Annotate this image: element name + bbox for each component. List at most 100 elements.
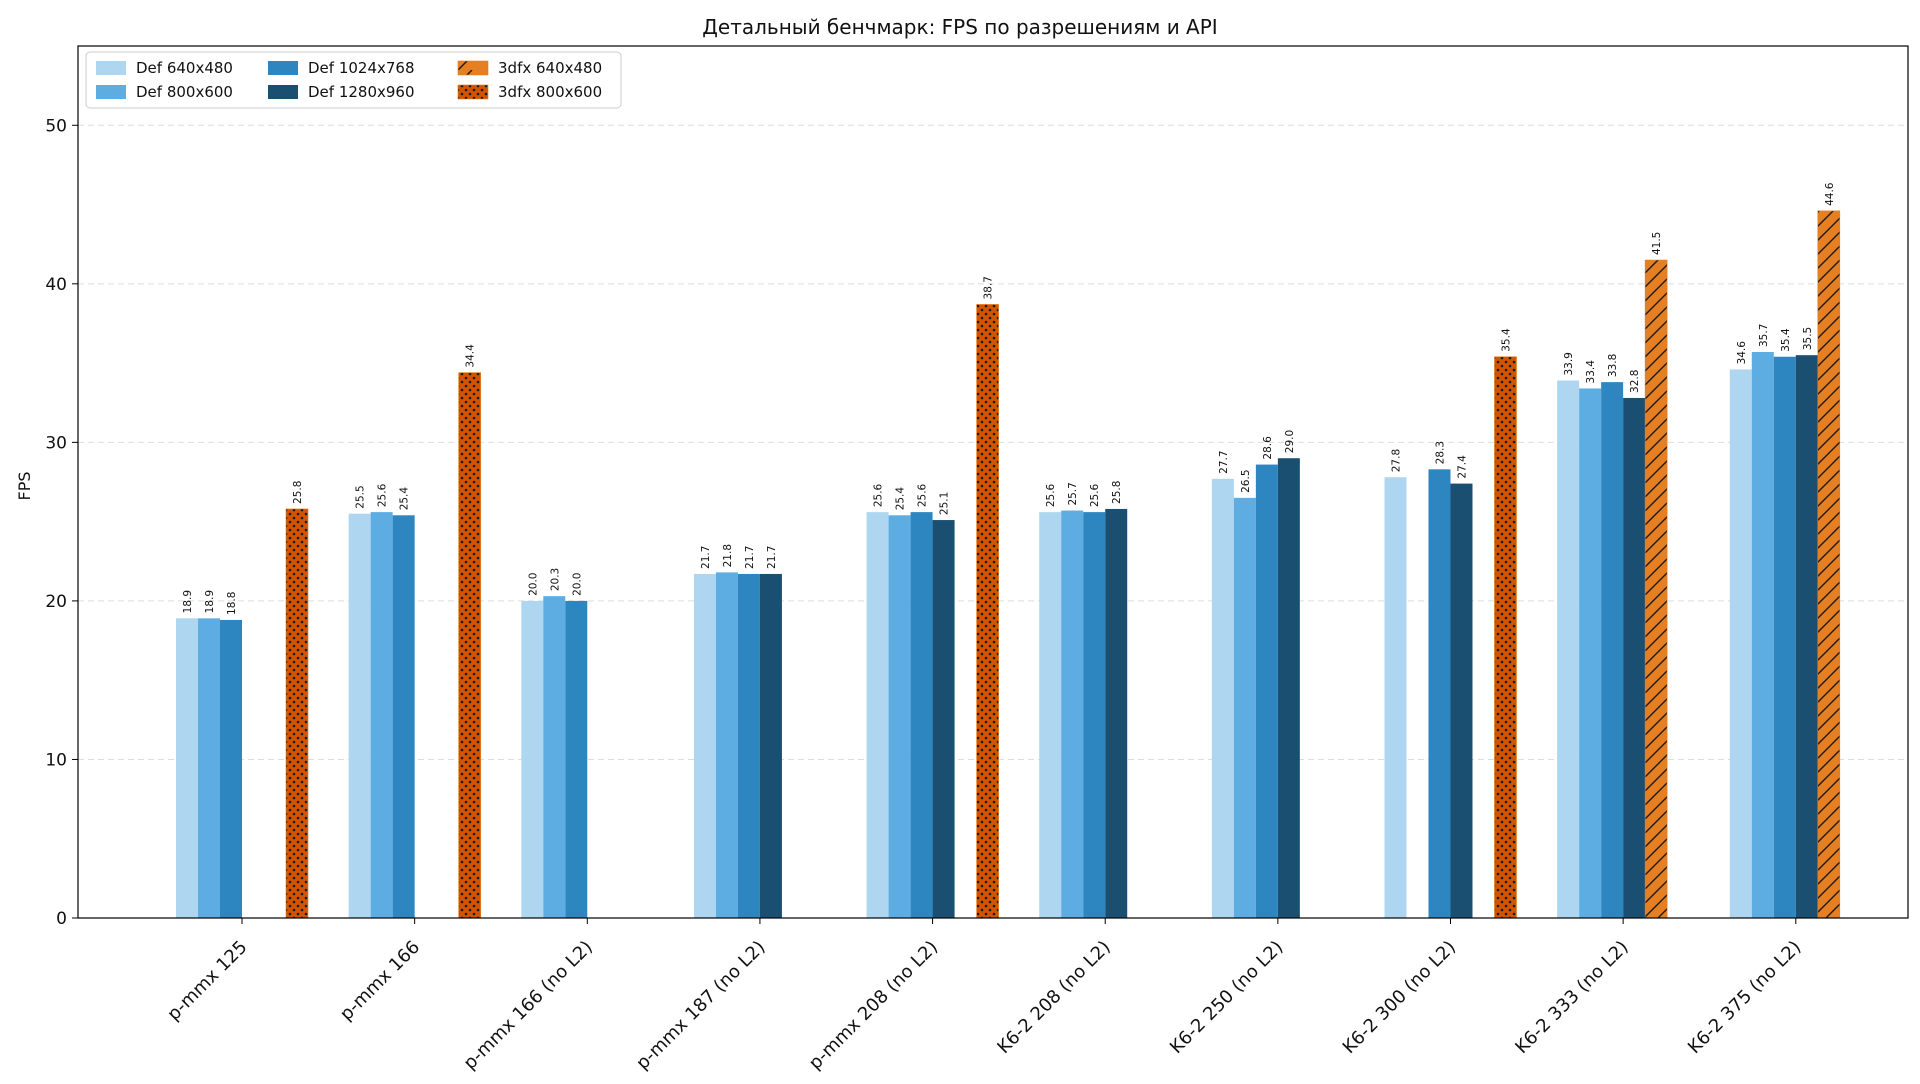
x-tick-label: K6-2 208 (no L2) [993, 937, 1114, 1058]
x-tick-label: K6-2 300 (no L2) [1339, 937, 1460, 1058]
data-label: 20.0 [527, 573, 539, 596]
data-label: 25.1 [939, 492, 951, 515]
legend-swatch [96, 85, 126, 99]
bar [392, 515, 415, 918]
bar [1644, 259, 1668, 919]
bar [1773, 356, 1796, 918]
bar [1579, 388, 1602, 918]
legend: Def 640x480 Def 800x600 Def 1024x768 Def 12… [85, 51, 622, 109]
legend-label: Def 640x480 [136, 59, 233, 77]
data-label: 35.4 [1780, 328, 1792, 352]
data-label: 26.5 [1240, 469, 1252, 492]
chart-title: Детальный бенчмарк: FPS по разрешениям и… [702, 15, 1217, 39]
bar [1105, 508, 1128, 918]
data-label: 21.7 [766, 546, 778, 569]
data-label: 18.9 [182, 590, 194, 613]
bar [1557, 380, 1580, 919]
data-label: 25.8 [1111, 481, 1123, 504]
legend-swatch [457, 84, 489, 100]
data-label: 35.7 [1758, 324, 1770, 347]
data-label: 27.7 [1218, 450, 1230, 473]
bar [976, 304, 999, 919]
bar [1061, 510, 1084, 918]
bar [737, 573, 760, 918]
bar [1083, 512, 1106, 918]
bar [1428, 469, 1451, 918]
legend-swatch [96, 61, 126, 75]
data-label: 33.4 [1585, 360, 1597, 384]
data-label: 34.4 [465, 344, 477, 368]
data-label: 33.8 [1607, 354, 1619, 377]
x-tick-label: p-mmx 187 (no L2) [632, 937, 769, 1074]
data-label: 44.6 [1824, 182, 1836, 206]
data-label: 29.0 [1284, 430, 1296, 453]
data-labels: 18.9 18.9 18.8 25.8 25.5 25.6 25.4 34.4 20.0 20.3… [182, 182, 1836, 615]
bar [910, 512, 933, 918]
data-label: 35.4 [1501, 328, 1513, 352]
x-tick-label: p-mmx 208 (no L2) [805, 937, 942, 1074]
data-label: 27.4 [1457, 455, 1469, 479]
bar [1450, 483, 1473, 918]
bar [1601, 382, 1624, 919]
legend-swatch [268, 85, 298, 99]
legend-label: Def 1024x768 [308, 59, 415, 77]
data-label: 33.9 [1563, 352, 1575, 375]
bar [1277, 458, 1300, 918]
data-label: 35.5 [1802, 327, 1814, 350]
y-tick-label: 50 [45, 116, 67, 136]
y-tick-label: 30 [45, 433, 67, 453]
bar [1039, 512, 1062, 918]
bar [1817, 210, 1841, 919]
bar [565, 600, 588, 918]
bar [888, 515, 911, 918]
bar [458, 372, 481, 919]
data-label: 25.7 [1067, 482, 1079, 505]
bar [1623, 397, 1646, 918]
bar [1795, 355, 1818, 918]
x-tick-label: K6-2 250 (no L2) [1166, 937, 1287, 1058]
bar [1494, 356, 1517, 919]
bar [759, 573, 782, 918]
bar [176, 618, 199, 918]
bar [1233, 497, 1256, 918]
data-label: 25.6 [917, 483, 929, 507]
bar [1211, 478, 1234, 918]
y-tick-label: 40 [45, 275, 67, 295]
bars [176, 210, 1841, 919]
x-tick-label: p-mmx 166 (no L2) [460, 937, 597, 1074]
bar [866, 512, 889, 918]
x-tick-label: p-mmx 166 [336, 937, 424, 1025]
legend-label: Def 1280x960 [308, 83, 415, 101]
bar [370, 512, 393, 918]
data-label: 20.3 [549, 568, 561, 591]
data-label: 25.6 [873, 483, 885, 507]
bar [348, 513, 371, 918]
data-label: 21.8 [722, 544, 734, 567]
data-label: 25.6 [1089, 483, 1101, 507]
data-label: 34.6 [1736, 341, 1748, 365]
bar [521, 600, 544, 918]
data-label: 20.0 [571, 573, 583, 596]
y-axis-label: FPS [15, 471, 34, 500]
data-label: 25.4 [399, 487, 411, 511]
data-label: 18.8 [226, 592, 238, 615]
legend-label: 3dfx 800x600 [498, 83, 602, 101]
x-tick-label: K6-2 333 (no L2) [1511, 937, 1632, 1058]
data-label: 38.7 [983, 276, 995, 299]
bar [1729, 369, 1752, 918]
data-label: 25.8 [292, 481, 304, 504]
bar [198, 618, 221, 918]
bar [1751, 351, 1774, 918]
data-label: 18.9 [204, 590, 216, 613]
legend-swatch [457, 60, 489, 76]
data-label: 28.6 [1262, 436, 1274, 460]
data-label: 25.6 [1045, 483, 1057, 507]
plot-frame [77, 45, 1909, 919]
data-label: 27.8 [1391, 449, 1403, 472]
bar [715, 572, 738, 918]
legend-label: Def 800x600 [136, 83, 233, 101]
data-label: 32.8 [1629, 370, 1641, 393]
data-label: 28.3 [1435, 441, 1447, 464]
